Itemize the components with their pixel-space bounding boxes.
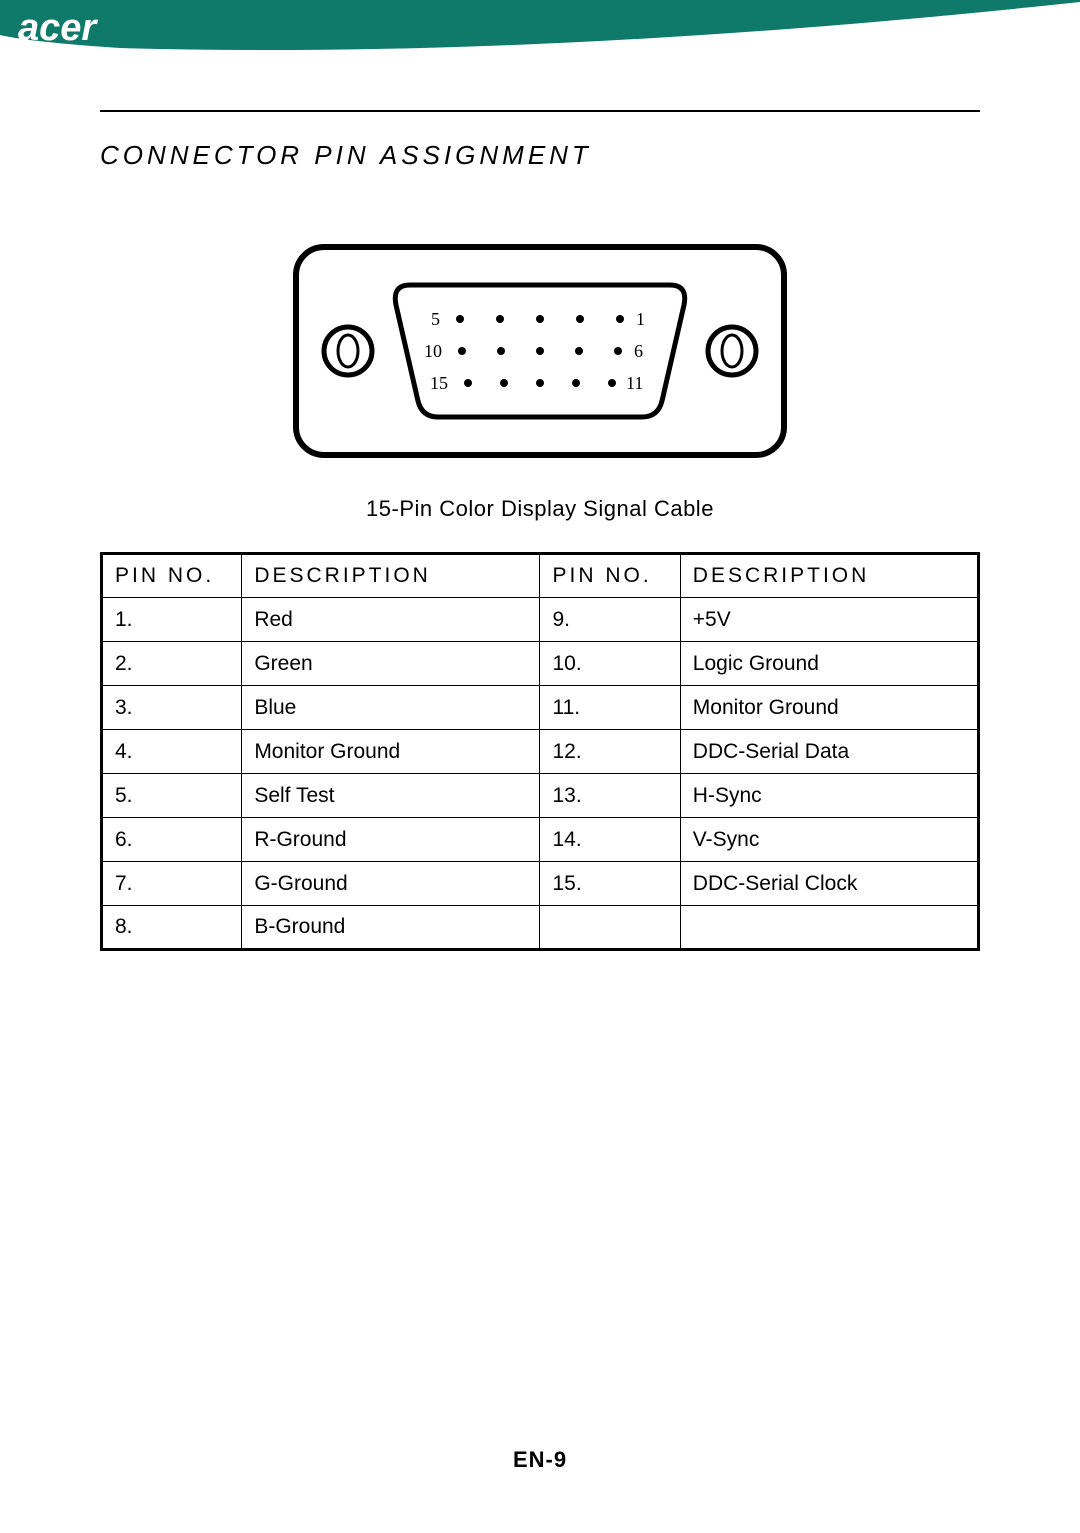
cell-pinno: 3.	[102, 686, 242, 730]
table-row: 4.Monitor Ground12.DDC-Serial Data	[102, 730, 979, 774]
header-desc-1: DESCRIPTION	[242, 554, 540, 598]
table-row: 3.Blue11.Monitor Ground	[102, 686, 979, 730]
cell-description: +5V	[680, 598, 978, 642]
cell-pinno: 4.	[102, 730, 242, 774]
svg-text:11: 11	[626, 373, 643, 393]
connector-diagram: 5 1 10 6 15 11	[100, 241, 980, 466]
cell-description: DDC-Serial Data	[680, 730, 978, 774]
cell-description: H-Sync	[680, 774, 978, 818]
cell-description	[680, 906, 978, 950]
header-desc-2: DESCRIPTION	[680, 554, 978, 598]
table-row: 2.Green10.Logic Ground	[102, 642, 979, 686]
cell-description: DDC-Serial Clock	[680, 862, 978, 906]
cell-pinno: 15.	[540, 862, 680, 906]
connector-caption: 15-Pin Color Display Signal Cable	[100, 496, 980, 522]
cell-description: Logic Ground	[680, 642, 978, 686]
page-number: EN-9	[0, 1447, 1080, 1473]
cell-description: V-Sync	[680, 818, 978, 862]
cell-description: Blue	[242, 686, 540, 730]
table-row: 7.G-Ground15.DDC-Serial Clock	[102, 862, 979, 906]
divider-top	[100, 110, 980, 112]
header-arc: acer	[0, 0, 1080, 70]
table-row: 6.R-Ground14.V-Sync	[102, 818, 979, 862]
cell-description: B-Ground	[242, 906, 540, 950]
cell-pinno: 9.	[540, 598, 680, 642]
cell-description: Green	[242, 642, 540, 686]
cell-description: Self Test	[242, 774, 540, 818]
cell-pinno: 2.	[102, 642, 242, 686]
cell-pinno: 1.	[102, 598, 242, 642]
pin-assignment-table: PIN NO. DESCRIPTION PIN NO. DESCRIPTION …	[100, 552, 980, 951]
cell-description: Monitor Ground	[680, 686, 978, 730]
cell-description: R-Ground	[242, 818, 540, 862]
cell-pinno: 6.	[102, 818, 242, 862]
svg-text:10: 10	[424, 341, 442, 361]
cell-pinno: 8.	[102, 906, 242, 950]
cell-pinno: 14.	[540, 818, 680, 862]
cell-pinno: 5.	[102, 774, 242, 818]
cell-pinno: 13.	[540, 774, 680, 818]
svg-text:1: 1	[636, 309, 645, 329]
cell-description: Monitor Ground	[242, 730, 540, 774]
cell-pinno: 10.	[540, 642, 680, 686]
table-row: 1.Red9.+5V	[102, 598, 979, 642]
cell-description: Red	[242, 598, 540, 642]
svg-text:6: 6	[634, 341, 643, 361]
header-pinno-1: PIN NO.	[102, 554, 242, 598]
svg-text:15: 15	[430, 373, 448, 393]
cell-pinno: 11.	[540, 686, 680, 730]
svg-text:5: 5	[431, 309, 440, 329]
cell-pinno: 7.	[102, 862, 242, 906]
cell-pinno	[540, 906, 680, 950]
cell-pinno: 12.	[540, 730, 680, 774]
table-header-row: PIN NO. DESCRIPTION PIN NO. DESCRIPTION	[102, 554, 979, 598]
table-row: 5.Self Test13.H-Sync	[102, 774, 979, 818]
cell-description: G-Ground	[242, 862, 540, 906]
header-pinno-2: PIN NO.	[540, 554, 680, 598]
brand-logo: acer	[18, 7, 98, 49]
section-title: CONNECTOR PIN ASSIGNMENT	[100, 140, 980, 171]
table-row: 8.B-Ground	[102, 906, 979, 950]
